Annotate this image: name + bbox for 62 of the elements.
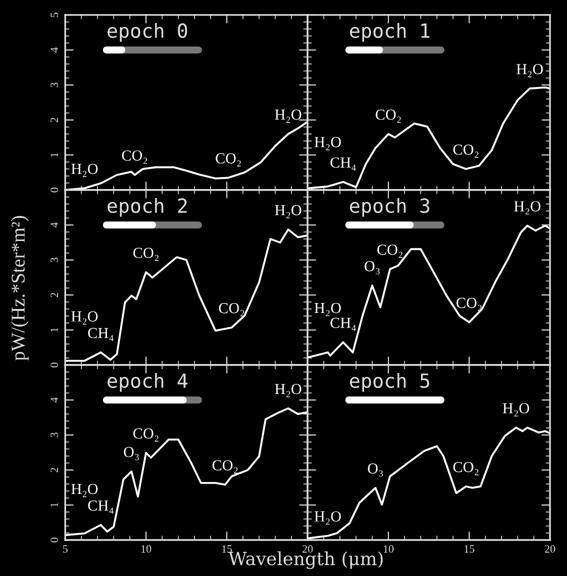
y-tick-label: 2: [50, 118, 58, 122]
y-axis-title: pW/(Hz.*Ster*m²): [11, 216, 29, 361]
annotation: CO₂: [122, 150, 148, 164]
y-tick-label: 4: [50, 47, 58, 53]
y-tick-label: 2: [50, 292, 58, 298]
x-tick-label: 10: [141, 545, 152, 553]
annotation: CH₄: [88, 328, 114, 342]
line-series: [65, 407, 308, 536]
annotation: CO₂: [456, 298, 482, 312]
annotation: CH₄: [330, 157, 356, 171]
annotation: CO₂: [216, 153, 241, 166]
annotation: H₂O: [314, 302, 341, 316]
annotation: H₂O: [516, 64, 543, 78]
chart-title: epoch 3: [350, 198, 430, 217]
x-axis-title: Wavelength (μm): [228, 551, 383, 570]
annotation: CH₄: [330, 318, 356, 331]
x-tick-label: 20: [302, 545, 313, 553]
annotation: H₂O: [71, 484, 98, 498]
annotation: CO₂: [219, 303, 244, 316]
annotation: CH₄: [88, 500, 114, 514]
annotation: CO₂: [133, 428, 158, 442]
chart-title: epoch 5: [350, 372, 430, 392]
annotation: O₃: [368, 463, 383, 477]
annotation: H₂O: [274, 110, 302, 123]
annotation: H₂O: [274, 205, 302, 218]
y-tick-label: 1: [50, 328, 58, 332]
y-tick-label: 3: [50, 258, 58, 262]
y-tick-label: 3: [50, 432, 58, 438]
y-tick-label: 3: [50, 82, 58, 88]
annotation: H₂O: [71, 311, 98, 325]
x-tick-label: 15: [464, 545, 474, 553]
annotation: CO₂: [453, 144, 478, 158]
y-tick-label: 5: [50, 12, 58, 18]
y-tick-label: 0: [50, 362, 58, 368]
y-tick-label: 4: [50, 222, 58, 228]
annotation: H₂O: [71, 164, 98, 177]
y-tick-label: 0: [50, 538, 58, 542]
y-tick-label: 2: [50, 468, 58, 472]
chart-title: epoch 2: [108, 198, 187, 217]
annotation: CO₂: [212, 460, 238, 474]
x-tick-label: 20: [544, 545, 556, 553]
annotation: O₃: [364, 261, 380, 274]
annotation: H₂O: [314, 137, 341, 150]
x-tick-label: 10: [384, 545, 394, 553]
y-tick-label: 4: [50, 397, 58, 403]
annotation: H₂O: [514, 201, 540, 214]
annotation: H₂O: [274, 384, 302, 398]
y-tick-label: 1: [50, 502, 58, 507]
chart-title: epoch 4: [108, 372, 188, 392]
annotation: CO₂: [377, 244, 402, 258]
annotation: CO₂: [133, 248, 158, 261]
annotation: CO₂: [376, 110, 401, 123]
x-tick-label: 5: [63, 545, 68, 553]
y-tick-label: 1: [50, 152, 58, 157]
chart-title: epoch 0: [108, 22, 188, 42]
annotation: O₃: [124, 446, 139, 460]
annotation: H₂O: [314, 511, 341, 525]
annotation: CO₂: [453, 462, 478, 476]
chart-title: epoch 1: [350, 22, 430, 42]
annotation: H₂O: [502, 403, 530, 416]
line-series: [65, 228, 308, 362]
y-tick-label: 0: [50, 188, 58, 192]
